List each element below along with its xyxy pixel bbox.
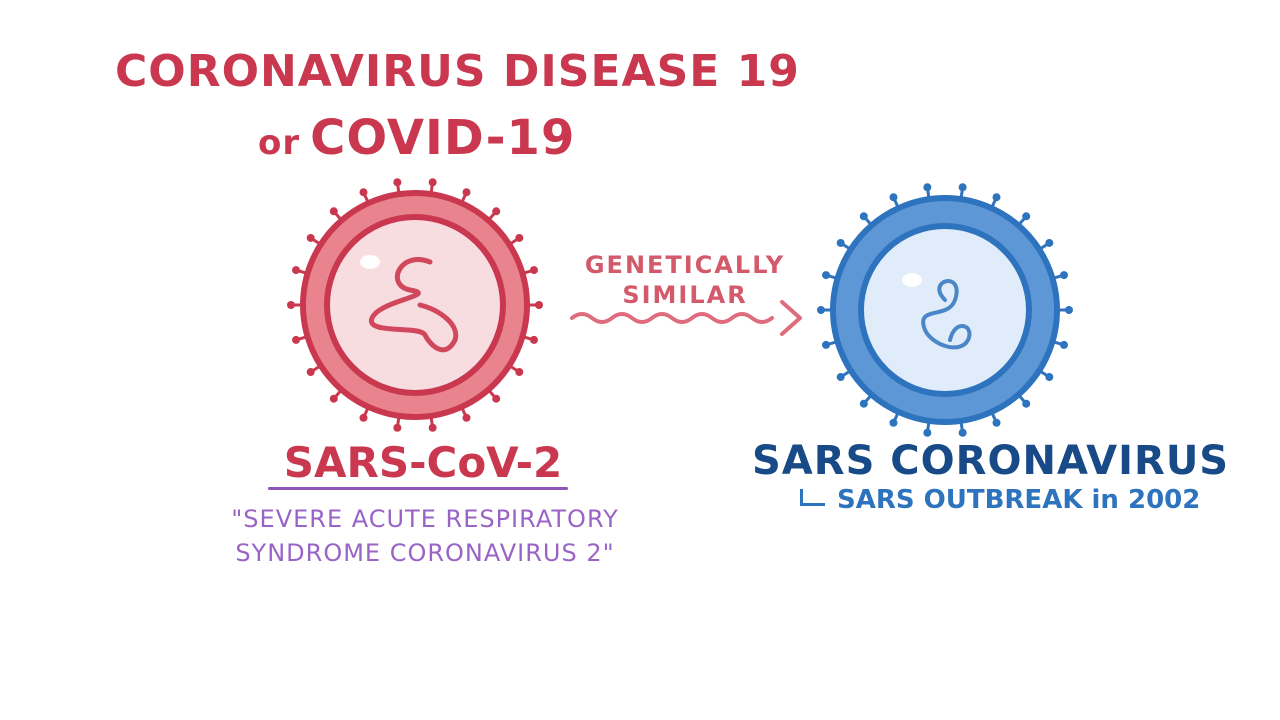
spike-tip	[329, 394, 338, 403]
title-line-2: or COVID-19	[258, 110, 575, 166]
spike-tip	[1045, 238, 1054, 247]
spike-tip	[428, 178, 437, 187]
spike-tip	[817, 306, 825, 314]
spike-tip	[1059, 271, 1068, 280]
sars-cov-2-label: SARS-CoV-2	[283, 438, 563, 487]
spike-tip	[992, 193, 1001, 202]
sars-outbreak-note: SARS OUTBREAK in 2002	[800, 485, 1200, 515]
spike-tip	[923, 183, 932, 192]
spike-tip	[292, 266, 301, 275]
spike-tip	[1022, 212, 1031, 221]
spike-tip	[292, 335, 301, 344]
spike-tip	[1065, 306, 1073, 314]
arrow-wave	[570, 312, 774, 324]
arrow-label: GENETICALLY SIMILAR	[560, 250, 810, 310]
sars-coronavirus	[817, 183, 1073, 437]
spike-tip	[393, 423, 402, 432]
spike-tip	[1059, 340, 1068, 349]
spike-tip	[958, 183, 967, 192]
title-or: or	[258, 123, 301, 163]
spike-tip	[822, 340, 831, 349]
fullname-line-2: Syndrome CoronaVirus 2"	[235, 539, 615, 567]
spike-tip	[287, 301, 295, 309]
arrow-label-line-1: GENETICALLY	[584, 251, 786, 279]
sars-outbreak-text: SARS OUTBREAK in 2002	[837, 485, 1201, 515]
spike-tip	[515, 368, 524, 377]
title-covid: COVID-19	[310, 110, 576, 166]
spike-tip	[535, 301, 543, 309]
sars-cov-2-fullname: "Severe Acute Respiratory Syndrome Coron…	[225, 502, 625, 570]
bracket-icon	[800, 489, 825, 506]
spike-tip	[428, 423, 437, 432]
sars-cov-2-underline	[268, 487, 568, 490]
spike-tip	[889, 418, 898, 427]
fullname-line-1: "Severe Acute Respiratory	[231, 505, 619, 533]
spike-tip	[923, 428, 932, 437]
left-virus-highlight	[360, 255, 380, 269]
spike-tip	[492, 394, 501, 403]
spike-tip	[393, 178, 402, 187]
spike-tip	[958, 428, 967, 437]
spike-tip	[889, 193, 898, 202]
spike-tip	[329, 207, 338, 216]
spike-tip	[462, 188, 471, 197]
spike-tip	[1022, 399, 1031, 408]
spike-tip	[859, 399, 868, 408]
sars-coronavirus-label: SARS CORONAVIRUS	[752, 438, 1230, 484]
spike-tip	[1045, 373, 1054, 382]
spike-tip	[529, 266, 538, 275]
spike-tip	[462, 413, 471, 422]
sars-cov-2-virus	[287, 178, 543, 432]
spike-tip	[359, 413, 368, 422]
spike-tip	[492, 207, 501, 216]
right-virus-highlight	[902, 273, 922, 287]
title-line-1: Coronavirus disease 19	[115, 46, 800, 97]
right-virus-rna	[921, 279, 972, 350]
spike-tip	[836, 373, 845, 382]
spike-tip	[836, 238, 845, 247]
left-virus-core	[324, 214, 506, 396]
spike-tip	[992, 418, 1001, 427]
arrow-head	[780, 300, 802, 336]
spike-tip	[359, 188, 368, 197]
spike-tip	[529, 335, 538, 344]
spike-tip	[859, 212, 868, 221]
spike-tip	[515, 233, 524, 242]
left-virus-rna	[369, 257, 459, 353]
spike-tip	[306, 368, 315, 377]
spike-tip	[822, 271, 831, 280]
spike-tip	[306, 233, 315, 242]
arrow-label-line-2: SIMILAR	[622, 281, 748, 309]
